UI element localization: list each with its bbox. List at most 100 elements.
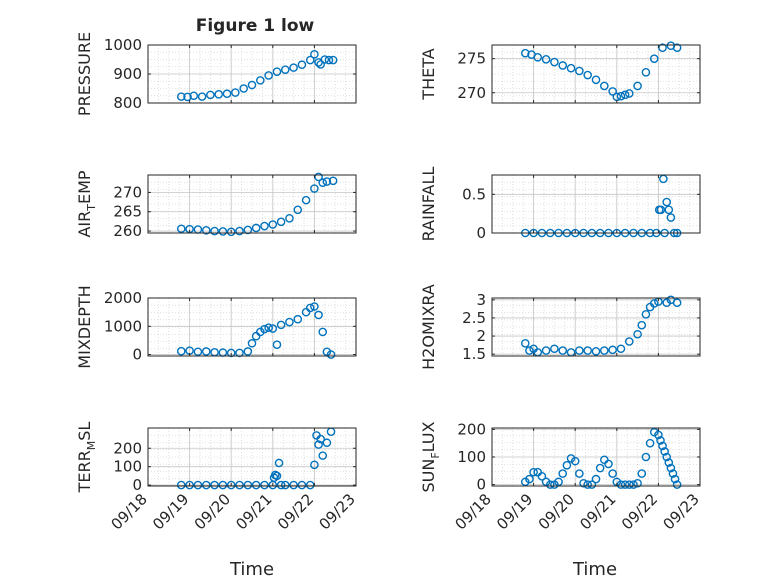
- subplot-2: 270 275 THETA: [419, 41, 701, 104]
- data-point: [660, 447, 669, 456]
- data-point: [624, 337, 634, 346]
- data-point: [247, 338, 257, 348]
- y-tick-label: 200: [457, 420, 486, 438]
- data-point: [285, 214, 294, 223]
- data-point: [226, 227, 236, 237]
- y-tick-label: 2000: [104, 289, 142, 307]
- axes-box: [491, 174, 701, 234]
- data-point: [608, 87, 617, 96]
- data-point: [649, 299, 659, 308]
- y-axis-label: PRESSURE: [75, 32, 94, 116]
- data-point: [285, 317, 294, 327]
- data-point: [322, 177, 332, 186]
- data-point: [326, 350, 336, 359]
- data-point: [197, 92, 207, 101]
- y-tick-label: 0.5: [462, 185, 486, 203]
- data-point: [210, 226, 219, 236]
- data-point: [525, 474, 534, 484]
- subplot-8: 0 100 200 SUNFLUX 09/1809/1909/2009/2109/220…: [419, 420, 703, 533]
- data-point: [570, 456, 580, 466]
- plot-area: [492, 45, 700, 103]
- data-point: [310, 302, 319, 311]
- plot-area: [492, 175, 700, 233]
- data-point: [280, 480, 290, 490]
- data-point: [537, 472, 547, 481]
- data-point: [322, 438, 332, 448]
- data-point: [260, 480, 269, 490]
- x-tick-label: 09/18: [452, 490, 495, 533]
- data-point: [670, 474, 680, 484]
- plot-area: [148, 428, 356, 486]
- data-point: [218, 227, 228, 236]
- y-axis-label: TERRMSL: [75, 422, 98, 494]
- data-point: [280, 65, 290, 74]
- data-point: [525, 346, 534, 355]
- data-point: [316, 60, 325, 69]
- x-tick-label: 09/18: [108, 490, 151, 533]
- x-tick-label: 09/20: [191, 490, 234, 533]
- data-point: [575, 66, 584, 76]
- data-point: [529, 467, 538, 477]
- data-point: [214, 90, 224, 99]
- data-point: [608, 345, 617, 355]
- data-point: [264, 71, 273, 80]
- data-point: [310, 49, 319, 59]
- data-point: [314, 440, 323, 449]
- data-point: [235, 226, 244, 236]
- x-axis-label-left: Time: [229, 559, 274, 580]
- figure-title: Figure 1 low: [196, 16, 315, 36]
- y-tick-label: 1.5: [462, 345, 486, 363]
- data-point: [629, 480, 638, 489]
- data-point: [318, 327, 328, 337]
- y-tick-label: 260: [113, 222, 142, 240]
- data-point: [314, 310, 323, 320]
- y-axis-label: MIXDEPTH: [75, 285, 94, 368]
- y-axis-label: AIRTEMP: [75, 170, 98, 237]
- data-point: [633, 81, 642, 91]
- data-point: [297, 60, 307, 70]
- data-point: [251, 480, 261, 490]
- x-axis-label-right: Time: [572, 559, 617, 580]
- y-tick-label: 265: [113, 203, 142, 221]
- y-axis-label: SUNFLUX: [419, 421, 442, 492]
- data-point: [604, 459, 613, 469]
- data-point: [558, 346, 568, 355]
- data-point: [235, 480, 244, 490]
- data-point: [176, 92, 186, 101]
- y-tick-label: 900: [113, 65, 142, 83]
- data-point: [176, 480, 186, 490]
- data-point: [562, 460, 572, 470]
- data-point: [654, 430, 663, 440]
- data-point: [545, 480, 555, 489]
- data-point: [206, 90, 215, 100]
- x-tick-label: 09/23: [660, 490, 703, 533]
- y-tick-label: 100: [113, 458, 142, 476]
- data-point: [272, 471, 282, 481]
- data-point: [656, 205, 666, 215]
- data-point: [293, 205, 303, 215]
- data-point: [641, 67, 651, 77]
- y-tick-label: 200: [113, 439, 142, 457]
- data-point: [583, 346, 592, 355]
- data-point: [641, 452, 651, 462]
- data-point: [305, 55, 315, 65]
- data-point: [289, 63, 298, 72]
- data-point: [541, 346, 551, 355]
- data-point: [276, 217, 286, 227]
- y-tick-label: 0: [476, 476, 486, 494]
- data-point: [591, 474, 601, 484]
- y-tick-label: 0: [132, 476, 142, 494]
- data-point: [656, 436, 665, 445]
- y-tick-label: 275: [457, 50, 486, 68]
- data-point: [305, 303, 315, 313]
- data-point: [201, 225, 211, 235]
- data-point: [575, 469, 584, 478]
- data-point: [664, 458, 674, 467]
- data-point: [318, 451, 328, 460]
- axes-box: [147, 427, 357, 487]
- data-point: [616, 480, 626, 489]
- data-point: [183, 92, 192, 102]
- data-point: [645, 438, 655, 448]
- data-point: [558, 469, 568, 478]
